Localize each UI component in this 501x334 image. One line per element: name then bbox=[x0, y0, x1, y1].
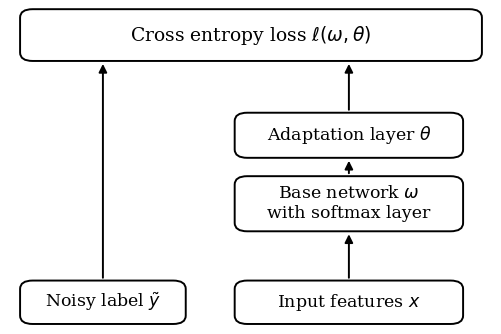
Text: Input features $x$: Input features $x$ bbox=[277, 292, 420, 313]
Text: Base network $\omega$
with softmax layer: Base network $\omega$ with softmax layer bbox=[267, 185, 430, 222]
FancyBboxPatch shape bbox=[234, 113, 462, 158]
Text: Adaptation layer $\theta$: Adaptation layer $\theta$ bbox=[266, 124, 430, 146]
FancyBboxPatch shape bbox=[20, 281, 185, 324]
Text: Cross entropy loss $\ell(\omega, \theta)$: Cross entropy loss $\ell(\omega, \theta)… bbox=[130, 24, 371, 46]
FancyBboxPatch shape bbox=[20, 9, 481, 61]
Text: Noisy label $\tilde{y}$: Noisy label $\tilde{y}$ bbox=[45, 291, 161, 314]
FancyBboxPatch shape bbox=[234, 281, 462, 324]
FancyBboxPatch shape bbox=[234, 176, 462, 231]
